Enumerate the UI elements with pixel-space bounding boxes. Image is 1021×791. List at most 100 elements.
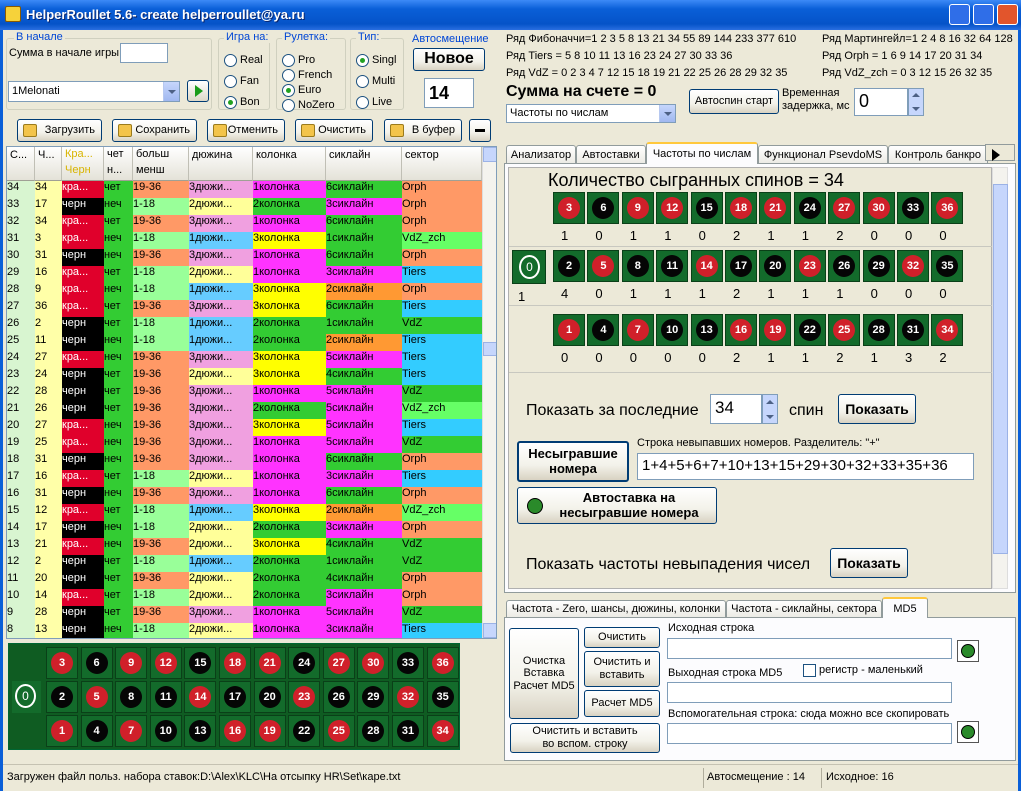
number-cell[interactable]: 5: [587, 250, 620, 282]
radio-button[interactable]: [224, 54, 237, 67]
number-cell[interactable]: 5: [80, 681, 113, 713]
number-cell[interactable]: 30: [357, 647, 390, 679]
collapse-button[interactable]: [469, 119, 491, 142]
tab[interactable]: MD5: [882, 597, 928, 618]
sum-input[interactable]: [120, 43, 168, 63]
toolbar-button[interactable]: Загрузить: [17, 119, 102, 142]
zero-cell[interactable]: 0: [12, 681, 41, 713]
number-cell[interactable]: 29: [357, 681, 390, 713]
number-cell[interactable]: 22: [793, 314, 826, 346]
number-cell[interactable]: 14: [184, 681, 217, 713]
scroll-up[interactable]: [483, 147, 496, 162]
number-cell[interactable]: 31: [392, 715, 424, 747]
aux-button[interactable]: Очистить и вставить во вспом. строку: [510, 723, 660, 753]
gaps-button[interactable]: Показать: [830, 548, 908, 578]
number-cell[interactable]: 20: [759, 250, 792, 282]
radio-button[interactable]: [282, 84, 295, 97]
toolbar-button[interactable]: Сохранить: [112, 119, 197, 142]
tab[interactable]: Функционал PsevdoMS: [758, 145, 888, 163]
clear-button[interactable]: Очистить: [584, 627, 660, 648]
number-cell[interactable]: 18: [725, 192, 757, 224]
number-cell[interactable]: 8: [621, 250, 654, 282]
number-cell[interactable]: 7: [621, 314, 654, 346]
number-cell[interactable]: 35: [426, 681, 459, 713]
number-cell[interactable]: 23: [793, 250, 826, 282]
toolbar-button[interactable]: Очистить: [295, 119, 373, 142]
number-cell[interactable]: 12: [656, 192, 689, 224]
number-cell[interactable]: 25: [828, 314, 861, 346]
zero-cell[interactable]: 0: [512, 250, 546, 284]
number-cell[interactable]: 17: [725, 250, 757, 282]
radio-button[interactable]: [282, 99, 295, 112]
number-cell[interactable]: 19: [253, 715, 286, 747]
number-cell[interactable]: 28: [357, 715, 390, 747]
tab-scroll[interactable]: [985, 144, 1015, 161]
profile-select[interactable]: 1Melonati: [8, 81, 180, 102]
number-cell[interactable]: 26: [322, 681, 355, 713]
number-cell[interactable]: 19: [759, 314, 792, 346]
number-cell[interactable]: 4: [587, 314, 620, 346]
number-cell[interactable]: 20: [253, 681, 286, 713]
number-cell[interactable]: 9: [115, 647, 148, 679]
scroll-down[interactable]: [483, 623, 496, 638]
number-cell[interactable]: 27: [322, 647, 355, 679]
number-cell[interactable]: 22: [288, 715, 321, 747]
maximize-button[interactable]: [973, 4, 994, 25]
number-cell[interactable]: 17: [219, 681, 251, 713]
radio-button[interactable]: [282, 54, 295, 67]
number-cell[interactable]: 30: [862, 192, 895, 224]
number-cell[interactable]: 9: [621, 192, 654, 224]
missed-input[interactable]: 1+4+5+6+7+10+13+15+29+30+32+33+35+36: [637, 453, 974, 480]
scroll-thumb[interactable]: [993, 184, 1008, 554]
spinner[interactable]: [762, 394, 778, 424]
number-cell[interactable]: 29: [862, 250, 895, 282]
number-cell[interactable]: 24: [288, 647, 321, 679]
missed-button[interactable]: Несыгравшие номера: [517, 441, 629, 482]
number-cell[interactable]: 12: [149, 647, 182, 679]
number-cell[interactable]: 13: [690, 314, 723, 346]
output-input[interactable]: [667, 682, 952, 703]
number-cell[interactable]: 4: [80, 715, 113, 747]
radio-button[interactable]: [356, 54, 369, 67]
tab[interactable]: Частота - Zero, шансы, дюжины, колонки: [506, 600, 726, 617]
number-cell[interactable]: 31: [897, 314, 929, 346]
number-cell[interactable]: 15: [184, 647, 217, 679]
radio-button[interactable]: [282, 69, 295, 82]
number-cell[interactable]: 3: [553, 192, 585, 224]
mode-select[interactable]: Частоты по числам: [506, 104, 676, 123]
number-cell[interactable]: 32: [897, 250, 929, 282]
number-cell[interactable]: 33: [897, 192, 929, 224]
number-cell[interactable]: 27: [828, 192, 861, 224]
number-cell[interactable]: 2: [553, 250, 585, 282]
recent-input[interactable]: 34: [710, 394, 762, 424]
tab[interactable]: Частота - сиклайны, сектора: [726, 600, 882, 617]
tab[interactable]: Контроль банкро: [888, 145, 988, 163]
number-cell[interactable]: 36: [426, 647, 459, 679]
tab[interactable]: Автоставки: [576, 145, 646, 163]
number-cell[interactable]: 11: [149, 681, 182, 713]
number-cell[interactable]: 15: [690, 192, 723, 224]
number-cell[interactable]: 7: [115, 715, 148, 747]
number-cell[interactable]: 1: [553, 314, 585, 346]
number-cell[interactable]: 34: [426, 715, 459, 747]
autospin-button[interactable]: Автоспин старт: [689, 89, 779, 114]
number-cell[interactable]: 10: [656, 314, 689, 346]
start-button[interactable]: [187, 80, 209, 102]
aux-input[interactable]: [667, 723, 952, 744]
copy-button[interactable]: [957, 640, 979, 662]
radio-button[interactable]: [356, 96, 369, 109]
number-cell[interactable]: 6: [80, 647, 113, 679]
number-cell[interactable]: 18: [219, 647, 251, 679]
new-button[interactable]: Новое: [413, 48, 485, 71]
number-cell[interactable]: 23: [288, 681, 321, 713]
number-cell[interactable]: 21: [759, 192, 792, 224]
number-cell[interactable]: 32: [392, 681, 424, 713]
case-checkbox[interactable]: [803, 664, 816, 677]
number-cell[interactable]: 21: [253, 647, 286, 679]
md5-all-button[interactable]: Очистка Вставка Расчет MD5: [509, 628, 579, 719]
autobet-button[interactable]: Автоставка на несыгравшие номера: [517, 487, 717, 524]
show-button[interactable]: Показать: [838, 394, 916, 424]
radio-button[interactable]: [224, 96, 237, 109]
number-cell[interactable]: 10: [149, 715, 182, 747]
number-cell[interactable]: 36: [931, 192, 964, 224]
